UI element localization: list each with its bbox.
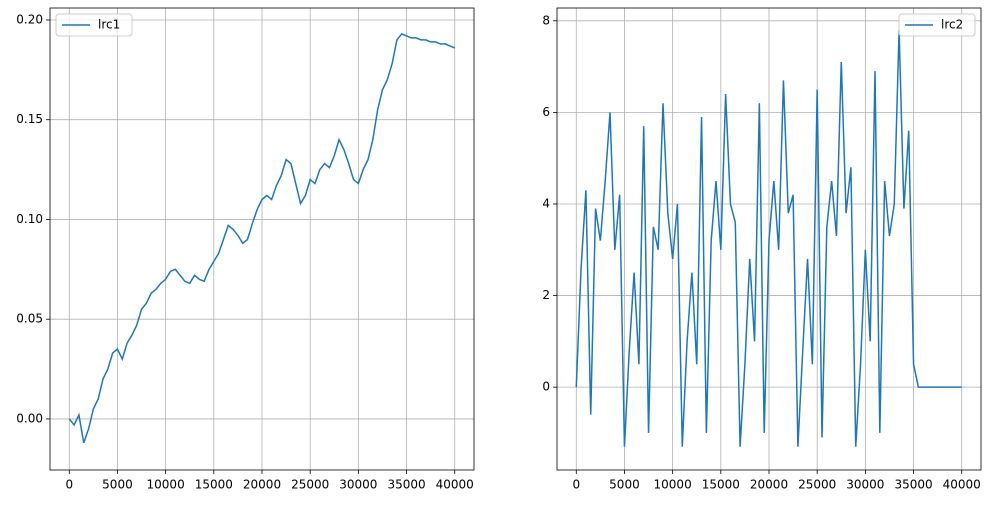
y-tick-label: 4 [542, 196, 550, 210]
x-tick-label: 20000 [750, 478, 788, 492]
x-tick-label: 0 [572, 478, 580, 492]
legend-label: lrc2 [941, 18, 963, 32]
x-tick-label: 35000 [387, 478, 425, 492]
y-tick-label: 8 [542, 13, 550, 27]
x-tick-label: 10000 [147, 478, 185, 492]
y-tick-label: 6 [542, 105, 550, 119]
x-tick-label: 15000 [702, 478, 740, 492]
legend: lrc2 [898, 13, 976, 37]
x-tick-label: 35000 [894, 478, 932, 492]
x-tick-label: 10000 [654, 478, 692, 492]
x-tick-label: 0 [65, 478, 73, 492]
x-tick-label: 40000 [943, 478, 981, 492]
data-line [68, 33, 456, 444]
x-tick-label: 25000 [291, 478, 329, 492]
y-tick-label: 0.00 [16, 411, 43, 425]
x-tick-label: 20000 [243, 478, 281, 492]
data-line [575, 29, 962, 447]
x-tick-label: 25000 [798, 478, 836, 492]
x-tick-label: 15000 [195, 478, 233, 492]
legend-box [898, 13, 976, 37]
y-tick-label: 0.20 [16, 12, 43, 26]
axes-frame [49, 7, 475, 471]
y-tick-label: 0.10 [16, 212, 43, 226]
x-tick-label: 5000 [609, 478, 640, 492]
chart-panel: 0 5000 10000 15000 20000 25000 30000 35000 40000… [542, 7, 982, 492]
legend: lrc1 [55, 13, 133, 37]
chart-panel: 0 5000 10000 15000 20000 25000 30000 35000 40000… [16, 7, 475, 492]
y-tick-label: 0.05 [16, 312, 43, 326]
y-tick-label: 0 [542, 380, 550, 394]
x-tick-label: 30000 [846, 478, 884, 492]
legend-box [55, 13, 133, 37]
x-tick-label: 5000 [102, 478, 133, 492]
axes-frame [556, 7, 982, 471]
x-tick-label: 30000 [339, 478, 377, 492]
y-tick-label: 0.15 [16, 112, 43, 126]
x-tick-label: 40000 [436, 478, 474, 492]
y-tick-label: 2 [542, 288, 550, 302]
legend-label: lrc1 [98, 18, 120, 32]
